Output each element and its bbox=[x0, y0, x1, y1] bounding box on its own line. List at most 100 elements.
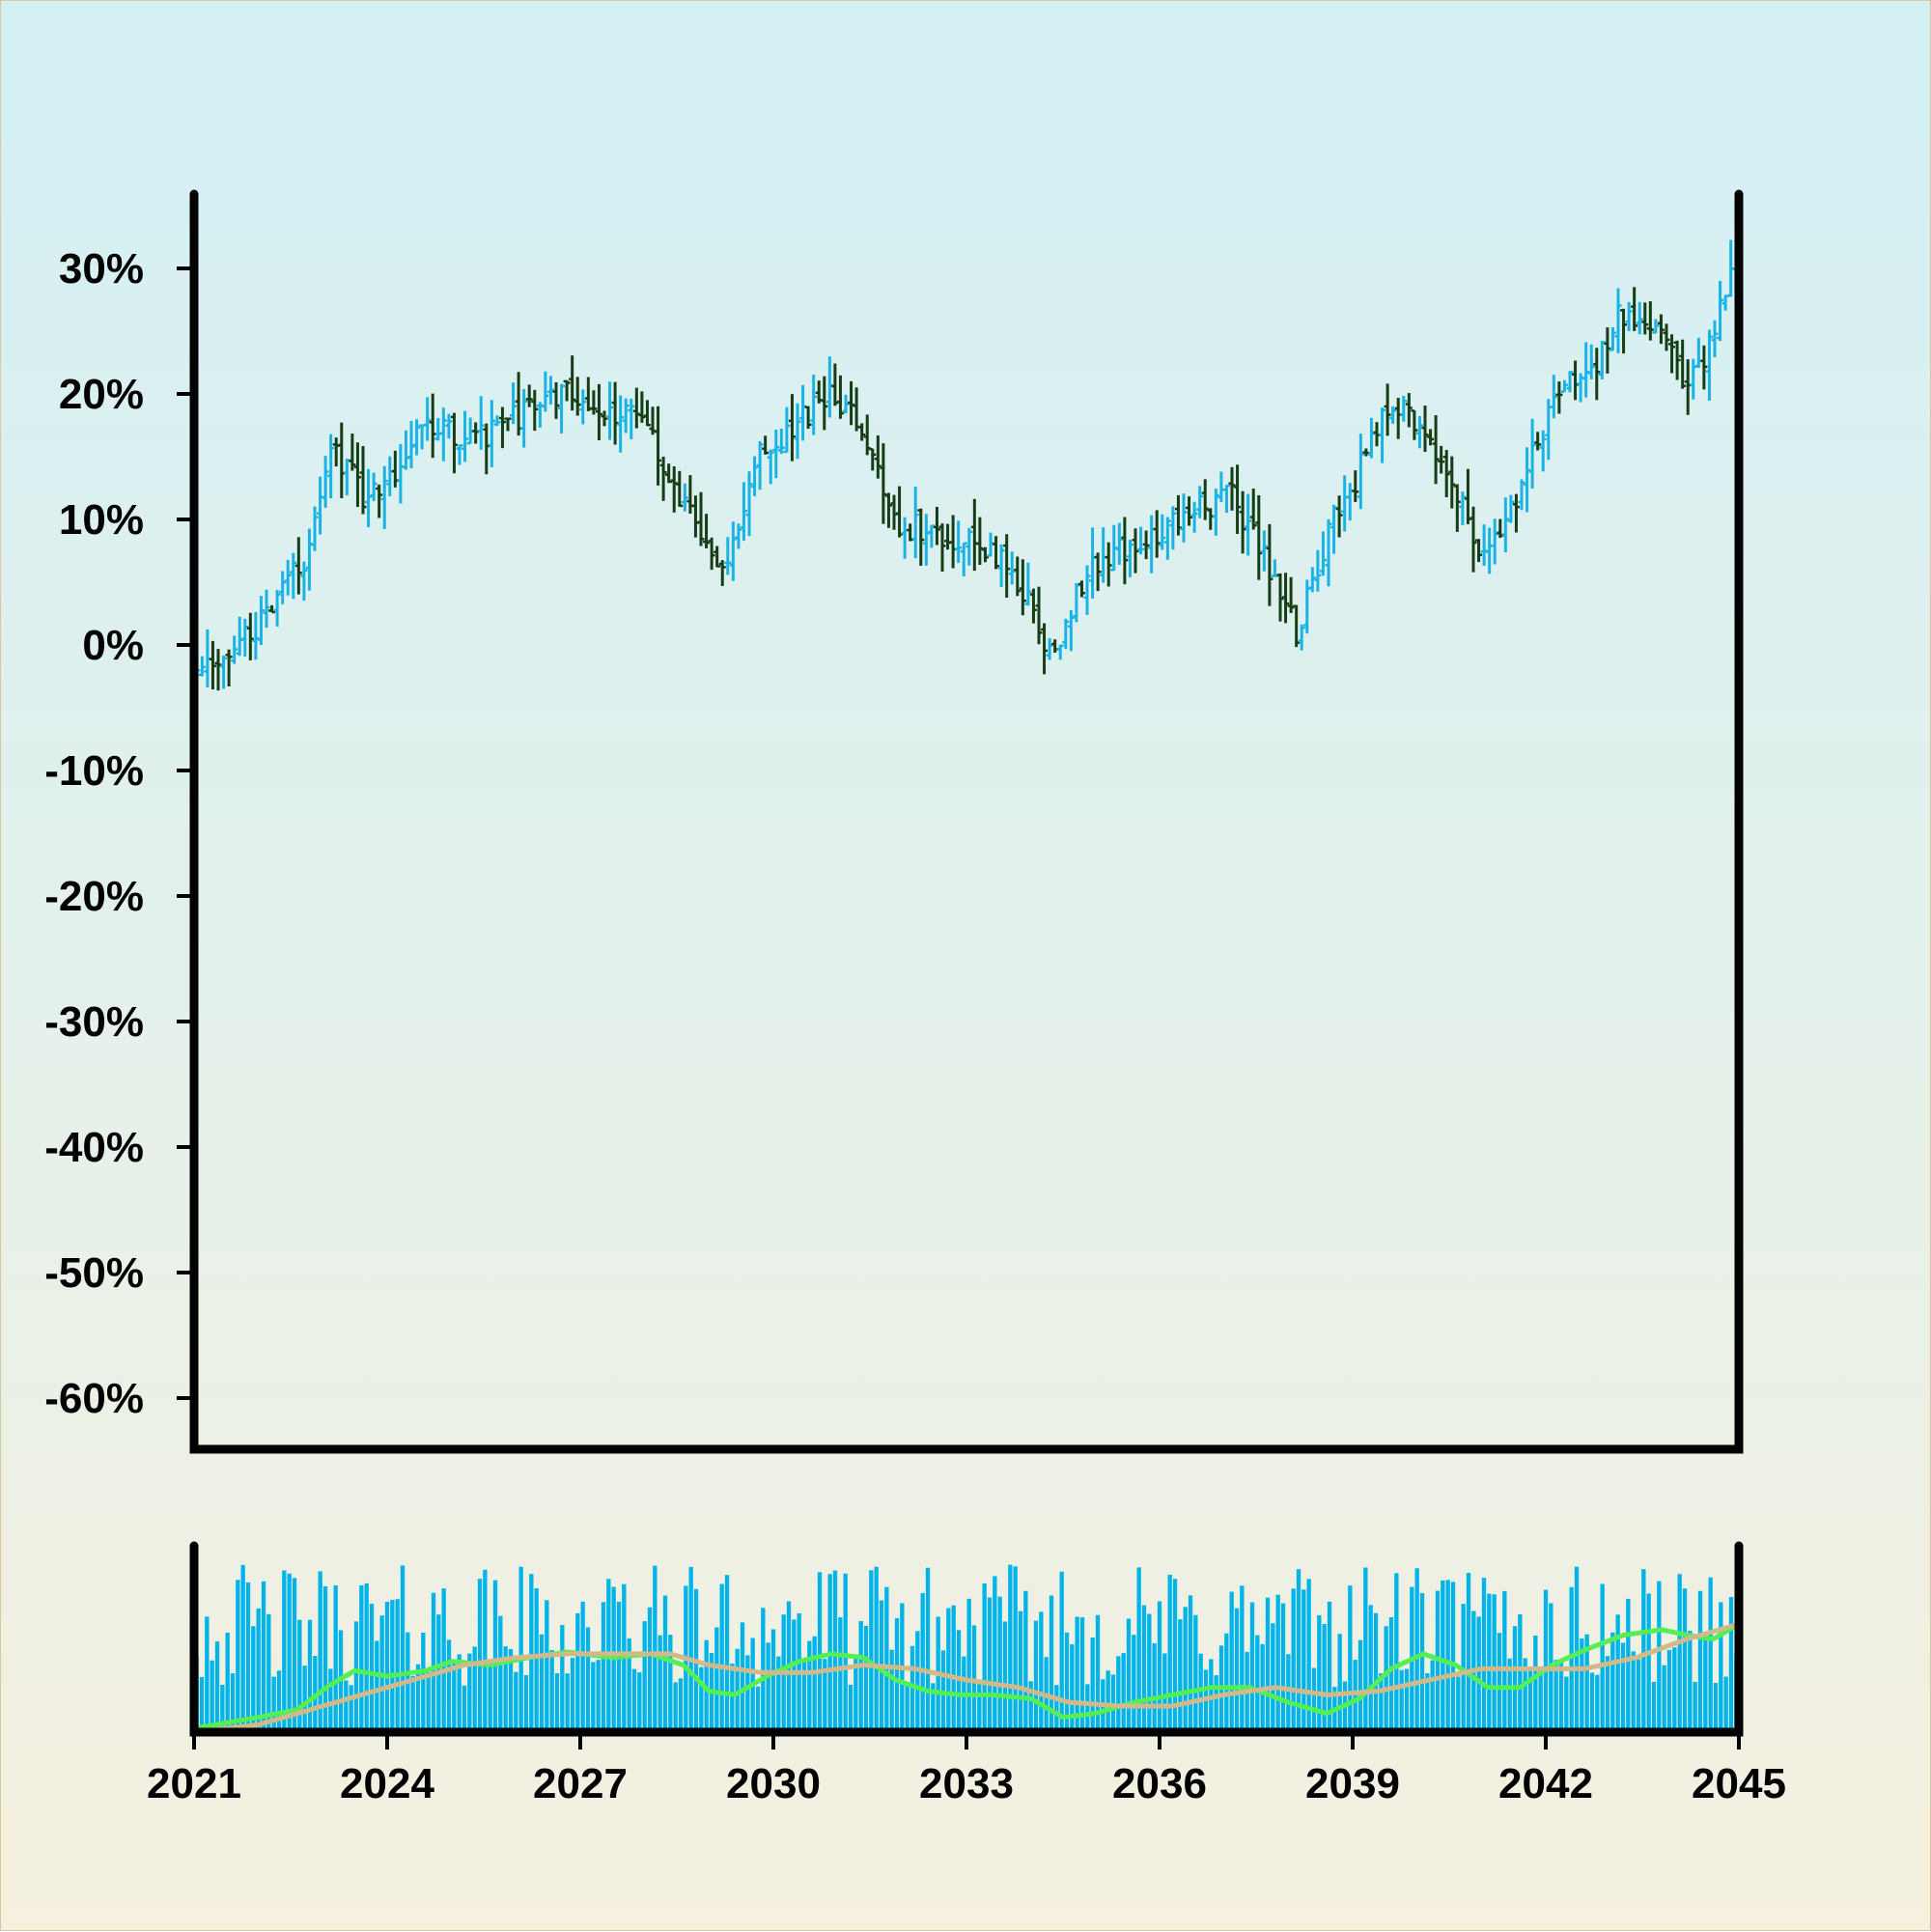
ohlc-bar bbox=[563, 379, 571, 402]
ohlc-bar bbox=[510, 382, 518, 425]
ohlc-bar bbox=[966, 527, 973, 566]
volume-bar bbox=[210, 1660, 214, 1732]
volume-bar bbox=[1584, 1634, 1589, 1732]
volume-bar bbox=[1049, 1595, 1054, 1732]
ohlc-bar bbox=[1169, 506, 1177, 550]
volume-bar bbox=[910, 1645, 915, 1732]
volume-bar-series bbox=[194, 1564, 1739, 1732]
volume-bar bbox=[328, 1668, 333, 1732]
volume-bar bbox=[642, 1621, 647, 1732]
ohlc-bar bbox=[981, 546, 989, 563]
ohlc-bar bbox=[880, 443, 887, 524]
ohlc-bar bbox=[246, 612, 254, 660]
volume-bar bbox=[554, 1673, 560, 1732]
fast-moving-average-line bbox=[193, 1621, 1741, 1731]
volume-bar bbox=[333, 1585, 338, 1732]
volume-bar bbox=[1487, 1593, 1492, 1732]
ohlc-bar bbox=[1512, 493, 1520, 533]
ohlc-bar bbox=[1271, 559, 1278, 577]
volume-bar bbox=[1306, 1579, 1311, 1732]
volume-bar bbox=[920, 1593, 925, 1732]
ohlc-bar bbox=[1427, 429, 1435, 446]
ohlc-bar bbox=[1056, 644, 1064, 660]
volume-bar bbox=[1682, 1588, 1688, 1732]
ohlc-bar bbox=[1486, 527, 1494, 574]
volume-bar bbox=[236, 1580, 240, 1732]
ohlc-bar bbox=[225, 649, 233, 686]
ohlc-bar bbox=[483, 423, 490, 475]
volume-bar bbox=[349, 1685, 353, 1732]
ohlc-bar bbox=[836, 375, 844, 419]
volume-bar bbox=[529, 1574, 534, 1732]
ohlc-bar bbox=[1438, 445, 1445, 474]
ohlc-bar bbox=[1266, 523, 1273, 606]
volume-bar bbox=[225, 1632, 230, 1732]
ohlc-bar bbox=[1700, 345, 1708, 390]
ohlc-bar bbox=[1582, 342, 1590, 398]
ohlc-bar bbox=[794, 403, 801, 460]
ohlc-bar bbox=[767, 449, 774, 485]
ohlc-bar bbox=[1019, 559, 1026, 616]
ohlc-bar bbox=[1501, 497, 1509, 552]
ohlc-bar bbox=[703, 514, 711, 548]
ohlc-bar bbox=[402, 430, 409, 470]
x-tick-label: 2045 bbox=[1692, 1760, 1786, 1807]
volume-bar bbox=[1157, 1601, 1162, 1732]
ohlc-bar bbox=[1357, 434, 1364, 510]
volume-bar bbox=[766, 1642, 770, 1732]
volume-bar bbox=[1095, 1614, 1101, 1732]
volume-bar bbox=[1719, 1602, 1723, 1732]
ohlc-bar bbox=[1705, 329, 1713, 401]
ohlc-bar bbox=[397, 443, 405, 504]
volume-bar bbox=[631, 1668, 637, 1732]
ohlc-bar bbox=[231, 635, 238, 664]
volume-bar bbox=[966, 1598, 971, 1732]
volume-bar bbox=[1126, 1618, 1132, 1732]
volume-bar bbox=[1265, 1597, 1271, 1732]
ohlc-bar bbox=[338, 422, 346, 498]
volume-bar bbox=[1327, 1601, 1332, 1732]
ohlc-bar bbox=[263, 589, 270, 629]
volume-bar bbox=[1368, 1605, 1373, 1732]
ohlc-bar bbox=[1276, 573, 1284, 622]
ohlc-bar bbox=[606, 381, 614, 440]
volume-bar bbox=[1198, 1653, 1203, 1732]
ohlc-bar bbox=[1110, 524, 1118, 572]
volume-bar bbox=[575, 1612, 580, 1732]
volume-bar bbox=[1178, 1619, 1183, 1732]
ohlc-bar bbox=[407, 420, 415, 468]
ohlc-bar bbox=[1352, 470, 1359, 502]
volume-bar bbox=[801, 1659, 807, 1732]
volume-bar bbox=[1229, 1591, 1234, 1732]
ohlc-bar bbox=[1668, 334, 1676, 374]
ohlc-bar bbox=[462, 410, 469, 462]
volume-bar bbox=[1363, 1567, 1368, 1732]
volume-bar bbox=[503, 1646, 508, 1732]
volume-bar bbox=[1105, 1670, 1110, 1732]
ohlc-bar bbox=[1663, 323, 1670, 351]
ohlc-bar bbox=[1652, 319, 1660, 334]
volume-bar bbox=[1399, 1669, 1404, 1732]
volume-bar bbox=[1132, 1635, 1136, 1732]
y-tick-label: -60% bbox=[44, 1375, 144, 1422]
volume-bar bbox=[735, 1648, 740, 1732]
volume-bar bbox=[812, 1636, 817, 1732]
ohlc-bar bbox=[1534, 432, 1542, 451]
ohlc-bar bbox=[1346, 483, 1354, 520]
ohlc-bar bbox=[386, 456, 394, 497]
ohlc-bar bbox=[993, 536, 1000, 570]
volume-bar bbox=[1348, 1585, 1353, 1732]
volume-bar bbox=[699, 1666, 704, 1732]
ohlc-bar bbox=[429, 393, 436, 459]
y-tick-label: 10% bbox=[59, 496, 144, 544]
volume-bar bbox=[1064, 1632, 1070, 1732]
volume-bar bbox=[755, 1686, 761, 1732]
ohlc-bar bbox=[1282, 573, 1290, 624]
volume-bar bbox=[889, 1649, 894, 1732]
ohlc-bar bbox=[1475, 539, 1483, 563]
ohlc-bar bbox=[327, 434, 335, 499]
volume-bar bbox=[1039, 1611, 1044, 1732]
volume-bar bbox=[359, 1584, 364, 1732]
ohlc-bar bbox=[558, 383, 566, 434]
ohlc-bar bbox=[970, 498, 978, 572]
